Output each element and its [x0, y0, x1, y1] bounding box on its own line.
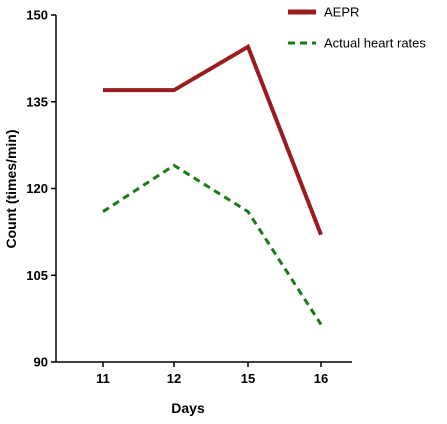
x-tick-label: 15: [241, 371, 255, 386]
axes: [55, 15, 352, 363]
y-ticks: 90 105 120 135 150: [26, 8, 56, 370]
series-line-2: [102, 163, 323, 326]
legend: AEPR Actual heart rates: [288, 5, 426, 51]
y-tick-label: 150: [26, 8, 48, 23]
y-tick-label: 90: [34, 355, 48, 370]
y-tick-label: 105: [26, 268, 48, 283]
x-tick-label: 16: [314, 371, 328, 386]
legend-label-1: AEPR: [324, 5, 359, 20]
x-tick-label: 11: [96, 371, 110, 386]
y-tick-label: 135: [26, 94, 48, 109]
legend-label-2: Actual heart rates: [324, 36, 426, 51]
y-axis-title: Count (times/min): [3, 130, 19, 249]
series-group: [102, 43, 323, 326]
y-tick-label: 120: [26, 181, 48, 196]
x-axis-title: Days: [171, 400, 205, 416]
series-line-1: [103, 43, 323, 236]
x-ticks: 11 12 15 16: [96, 362, 328, 386]
x-tick-label: 12: [167, 371, 181, 386]
